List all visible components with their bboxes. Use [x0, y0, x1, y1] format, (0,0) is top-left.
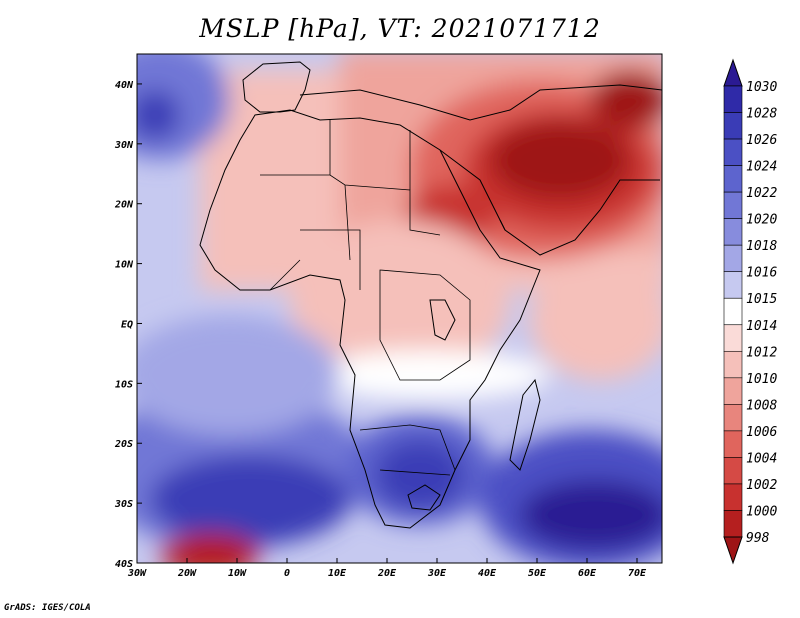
colorbar-swatch [723, 138, 743, 166]
colorbar-swatch [723, 483, 743, 511]
colorbar-swatch [723, 430, 743, 458]
y-tick-label: EQ [121, 319, 133, 330]
x-tick-label: 30E [427, 568, 447, 579]
colorbar-label: 1020 [746, 213, 777, 228]
colorbar-swatch [723, 404, 743, 432]
map-title: MSLP [hPa], VT: 2021071712 [199, 14, 601, 43]
x-tick-label: 50E [528, 568, 547, 579]
x-tick-label: 70E [628, 568, 647, 579]
colorbar-max-arrow [723, 58, 743, 87]
colorbar-label: 1030 [746, 80, 777, 95]
colorbar-label: 1000 [746, 504, 777, 519]
y-tick-label: 30S [114, 499, 133, 510]
colorbar-label: 1008 [746, 398, 777, 413]
colorbar-swatch [723, 297, 743, 326]
x-tick-label: 0 [284, 568, 290, 579]
colorbar-swatch [723, 218, 743, 246]
colorbar-label: 1012 [746, 345, 777, 360]
colorbar-label: 1015 [746, 292, 777, 307]
colorbar-label: 998 [746, 531, 770, 546]
x-tick-label: 20E [377, 568, 397, 579]
x-tick-label: 10E [328, 568, 347, 579]
colorbar-min-arrow [723, 536, 743, 565]
colorbar-swatch [723, 112, 743, 140]
pressure-field [137, 54, 662, 563]
colorbar-swatch [723, 350, 743, 379]
x-tick-label: 20W [177, 568, 197, 579]
colorbar-label: 1024 [746, 160, 777, 175]
colorbar-label: 1014 [746, 319, 777, 334]
colorbar-swatch [723, 457, 743, 485]
y-tick-label: 10N [115, 260, 134, 271]
y-tick-label: 20N [114, 200, 134, 211]
colorbar-label: 1022 [746, 186, 777, 201]
country-borders [260, 120, 471, 476]
colorbar-label: 1016 [746, 266, 777, 281]
colorbar: 1030 1028 1026 1024 1022 1020 1018 1016 1015 1014… [723, 58, 777, 565]
x-tick-label: 60E [578, 568, 597, 579]
colorbar-label: 1004 [746, 451, 777, 466]
colorbar-label: 1006 [746, 425, 777, 440]
x-tick-label: 40E [478, 568, 497, 579]
x-tick-label: 30W [127, 568, 147, 579]
y-tick-label: 20S [114, 439, 133, 450]
y-tick-label: 30N [114, 140, 134, 151]
y-axis-ticks: 40N 30N 20N 10N EQ 10S 20S 30S 40S [114, 80, 142, 570]
colorbar-swatch [723, 510, 743, 538]
colorbar-swatch [723, 377, 743, 405]
colorbar-swatch [723, 165, 743, 193]
coastline-outlines [199, 61, 662, 529]
x-tick-label: 10W [228, 568, 247, 579]
colorbar-swatch [723, 85, 743, 113]
colorbar-label: 1002 [746, 478, 777, 493]
colorbar-label: 1018 [746, 239, 777, 254]
y-tick-label: 10S [115, 379, 133, 390]
colorbar-swatch [723, 244, 743, 273]
colorbar-label: 1026 [746, 133, 777, 148]
x-axis-ticks: 30W 20W 10W 0 10E 20E 30E 40E 50E 60E 70E [127, 558, 647, 579]
colorbar-swatch [723, 271, 743, 299]
colorbar-swatch [723, 191, 743, 219]
colorbar-label: 1010 [746, 372, 777, 387]
map-frame [136, 53, 663, 564]
colorbar-swatch [723, 324, 743, 352]
y-tick-label: 40S [115, 559, 133, 570]
colorbar-label: 1028 [746, 107, 777, 122]
credit-text: GrADS: IGES/COLA [4, 603, 91, 613]
y-tick-label: 40N [115, 80, 134, 91]
